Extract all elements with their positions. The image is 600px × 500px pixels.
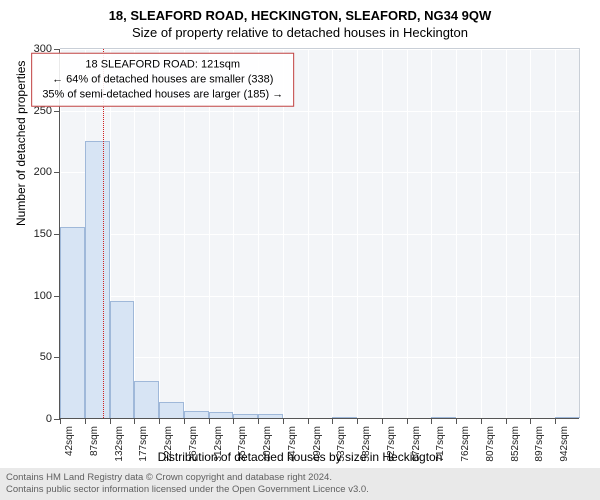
x-tick xyxy=(110,418,111,424)
gridline-v xyxy=(456,49,457,418)
x-tick xyxy=(308,418,309,424)
x-tick xyxy=(85,418,86,424)
y-axis-title: Number of detached properties xyxy=(14,61,28,226)
gridline-h xyxy=(60,357,579,358)
gridline-h xyxy=(60,172,579,173)
gridline-v xyxy=(407,49,408,418)
annotation-box: 18 SLEAFORD ROAD: 121sqm← 64% of detache… xyxy=(31,53,294,108)
x-tick xyxy=(481,418,482,424)
y-tick-label: 100 xyxy=(34,290,52,302)
gridline-h xyxy=(60,296,579,297)
histogram-bar xyxy=(233,414,258,418)
x-tick xyxy=(233,418,234,424)
gridline-v xyxy=(431,49,432,418)
gridline-h xyxy=(60,111,579,112)
histogram-bar xyxy=(209,412,234,418)
annotation-line1: 18 SLEAFORD ROAD: 121sqm xyxy=(42,58,283,73)
x-tick xyxy=(159,418,160,424)
histogram-bar xyxy=(134,381,159,418)
annotation-line2: ← 64% of detached houses are smaller (33… xyxy=(42,72,283,87)
x-tick xyxy=(382,418,383,424)
x-tick xyxy=(506,418,507,424)
gridline-v xyxy=(332,49,333,418)
gridline-h xyxy=(60,234,579,235)
gridline-v xyxy=(308,49,309,418)
x-tick xyxy=(555,418,556,424)
gridline-v xyxy=(555,49,556,418)
gridline-v xyxy=(530,49,531,418)
x-tick xyxy=(332,418,333,424)
histogram-bar xyxy=(431,417,456,418)
gridline-h xyxy=(60,419,579,420)
histogram-bar xyxy=(332,417,357,418)
y-tick-label: 150 xyxy=(34,228,52,240)
x-tick xyxy=(407,418,408,424)
annotation-line3: 35% of semi-detached houses are larger (… xyxy=(42,87,283,102)
histogram-bar xyxy=(258,414,283,418)
y-tick-label: 50 xyxy=(40,351,52,363)
footer-line2: Contains public sector information licen… xyxy=(6,484,594,496)
plot-background: 05010015020025030042sqm87sqm132sqm177sqm… xyxy=(60,48,580,418)
chart-title-line1: 18, SLEAFORD ROAD, HECKINGTON, SLEAFORD,… xyxy=(0,8,600,23)
gridline-h xyxy=(60,49,579,50)
y-tick-label: 200 xyxy=(34,166,52,178)
attribution-footer: Contains HM Land Registry data © Crown c… xyxy=(0,468,600,500)
x-tick xyxy=(456,418,457,424)
x-tick xyxy=(530,418,531,424)
x-tick xyxy=(184,418,185,424)
histogram-bar xyxy=(85,141,110,419)
footer-line1: Contains HM Land Registry data © Crown c… xyxy=(6,472,594,484)
gridline-v xyxy=(357,49,358,418)
gridline-v xyxy=(382,49,383,418)
y-tick-label: 0 xyxy=(46,413,52,425)
x-tick xyxy=(283,418,284,424)
histogram-bar xyxy=(60,227,85,418)
x-axis-title: Distribution of detached houses by size … xyxy=(0,450,600,464)
x-tick xyxy=(60,418,61,424)
x-tick xyxy=(357,418,358,424)
chart-title-line2: Size of property relative to detached ho… xyxy=(0,25,600,40)
histogram-bar xyxy=(555,417,580,418)
x-tick xyxy=(431,418,432,424)
x-tick xyxy=(209,418,210,424)
chart-title-block: 18, SLEAFORD ROAD, HECKINGTON, SLEAFORD,… xyxy=(0,0,600,40)
plot-area: 05010015020025030042sqm87sqm132sqm177sqm… xyxy=(60,48,580,418)
gridline-v xyxy=(506,49,507,418)
histogram-bar xyxy=(184,411,209,418)
histogram-bar xyxy=(159,402,184,418)
x-tick xyxy=(258,418,259,424)
gridline-v xyxy=(481,49,482,418)
x-tick xyxy=(134,418,135,424)
histogram-bar xyxy=(110,301,135,418)
